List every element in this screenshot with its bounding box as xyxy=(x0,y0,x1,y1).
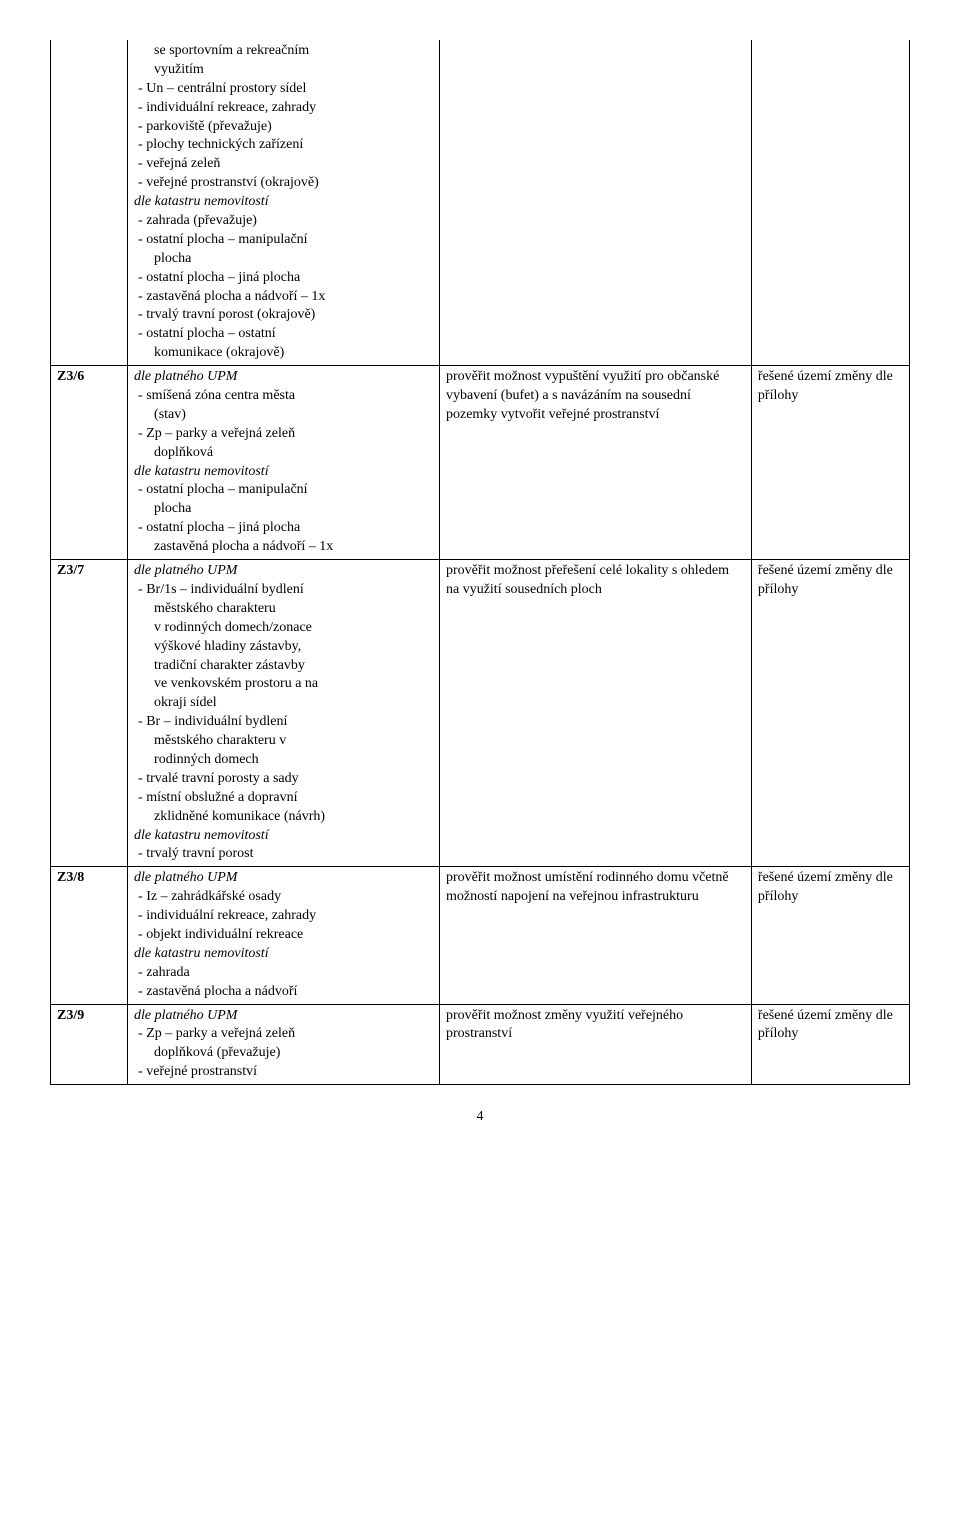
row-description: dle platného UPM- Br/1s – individuální b… xyxy=(128,560,440,867)
row-note: prověřit možnost vypuštění využití pro o… xyxy=(439,366,751,560)
page-number: 4 xyxy=(50,1109,910,1125)
row-id xyxy=(51,40,128,366)
row-description: dle platného UPM- smíšená zóna centra mě… xyxy=(128,366,440,560)
row-id: Z3/9 xyxy=(51,1004,128,1085)
row-note: prověřit možnost přeřešení celé lokality… xyxy=(439,560,751,867)
row-note: prověřit možnost změny využití veřejného… xyxy=(439,1004,751,1085)
table-row: Z3/6dle platného UPM- smíšená zóna centr… xyxy=(51,366,910,560)
row-id: Z3/6 xyxy=(51,366,128,560)
table-row: Z3/8dle platného UPM- Iz – zahrádkářské … xyxy=(51,867,910,1004)
content-table: se sportovním a rekreačním využitím- Un … xyxy=(50,40,910,1085)
row-area xyxy=(751,40,909,366)
row-description: dle platného UPM- Zp – parky a veřejná z… xyxy=(128,1004,440,1085)
row-area: řešené území změny dle přílohy xyxy=(751,366,909,560)
row-description: se sportovním a rekreačním využitím- Un … xyxy=(128,40,440,366)
row-area: řešené území změny dle přílohy xyxy=(751,867,909,1004)
row-note: prověřit možnost umístění rodinného domu… xyxy=(439,867,751,1004)
row-area: řešené území změny dle přílohy xyxy=(751,560,909,867)
row-id: Z3/7 xyxy=(51,560,128,867)
table-row: Z3/9dle platného UPM- Zp – parky a veřej… xyxy=(51,1004,910,1085)
row-id: Z3/8 xyxy=(51,867,128,1004)
row-note xyxy=(439,40,751,366)
row-area: řešené území změny dle přílohy xyxy=(751,1004,909,1085)
table-row: Z3/7dle platného UPM- Br/1s – individuál… xyxy=(51,560,910,867)
table-row: se sportovním a rekreačním využitím- Un … xyxy=(51,40,910,366)
row-description: dle platného UPM- Iz – zahrádkářské osad… xyxy=(128,867,440,1004)
